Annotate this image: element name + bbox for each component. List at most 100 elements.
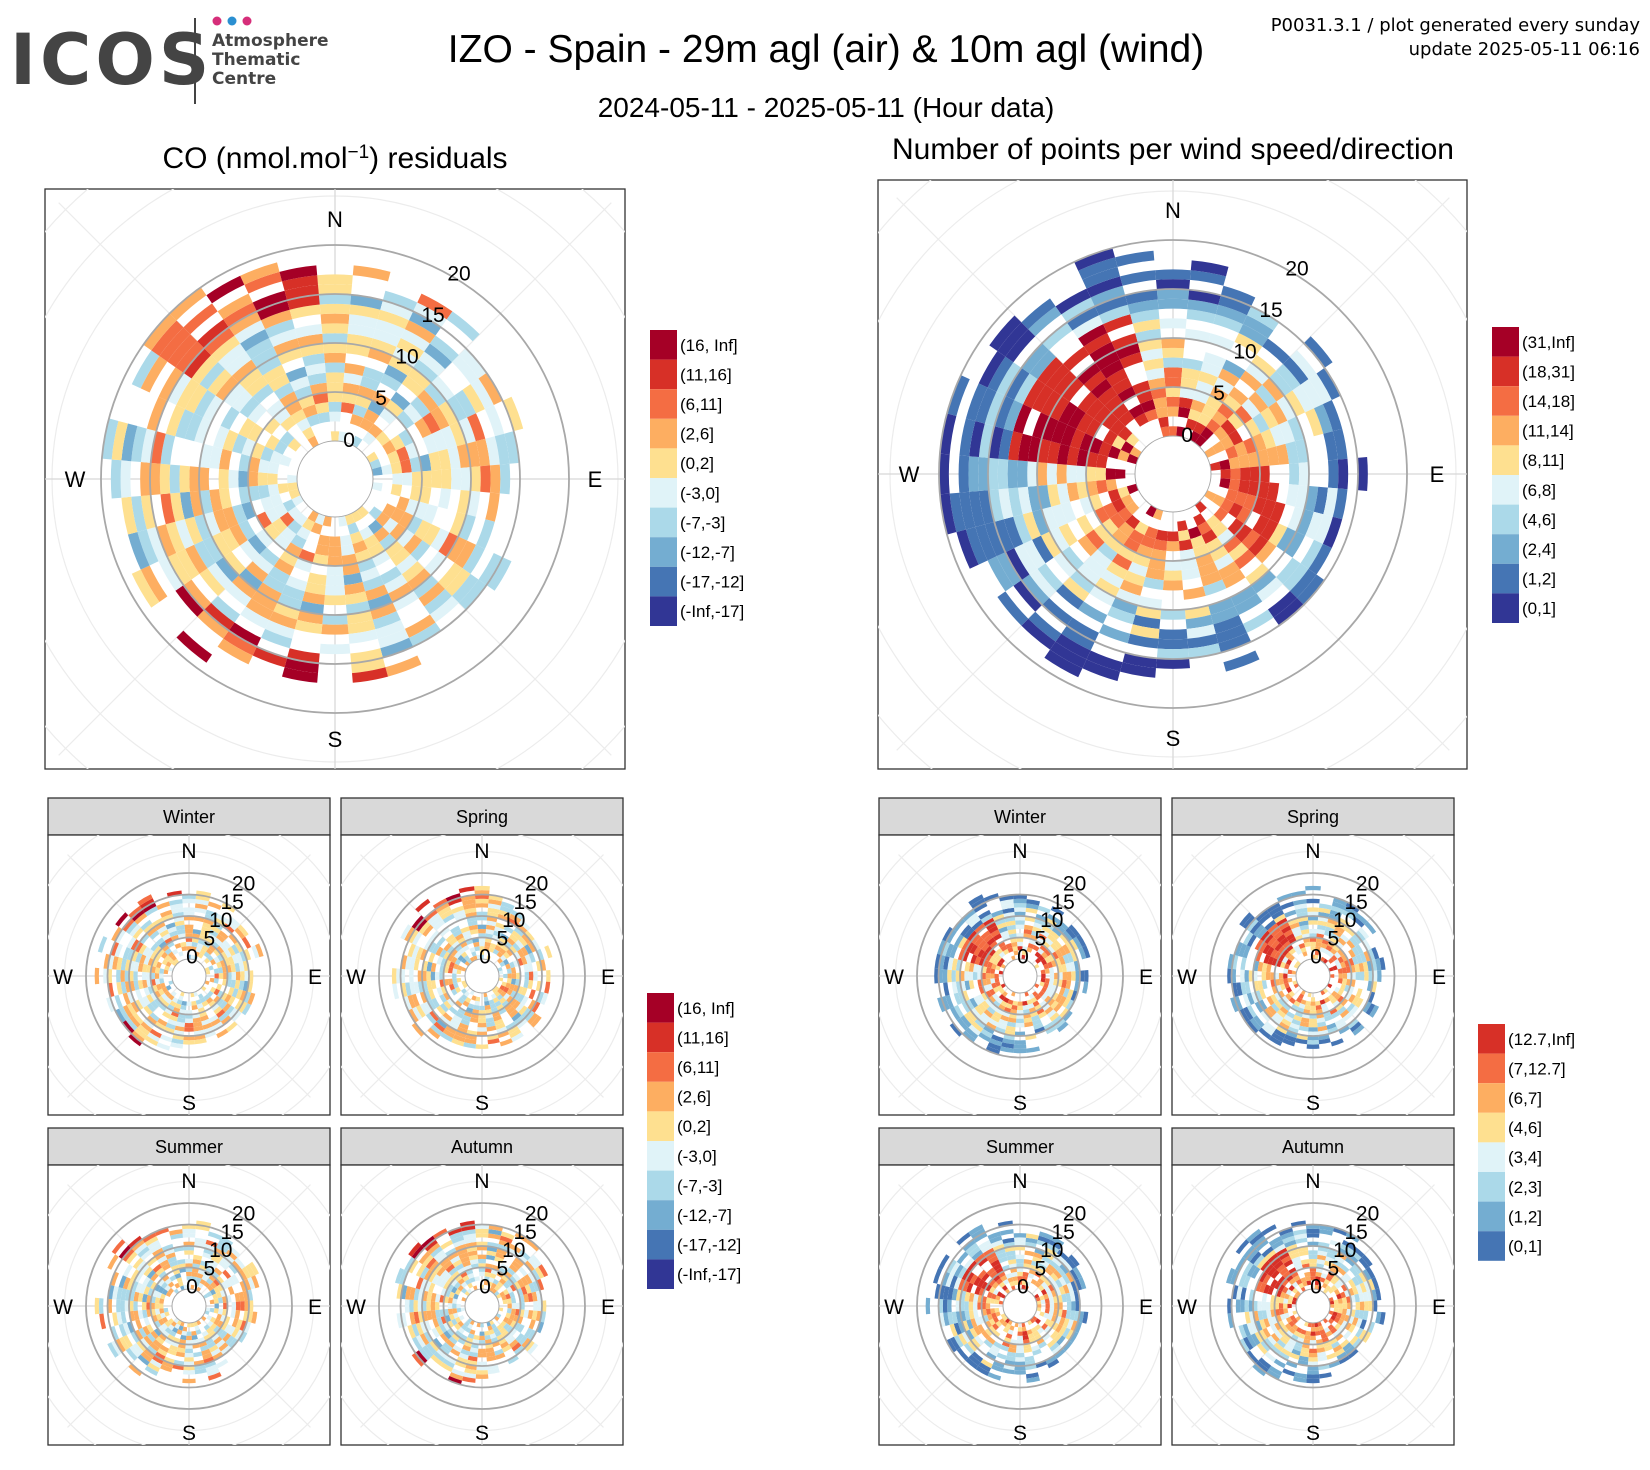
data-cell [452, 968, 458, 974]
data-cell [167, 1324, 175, 1331]
data-cell [524, 930, 535, 942]
data-cell [1244, 418, 1261, 438]
data-cell [142, 963, 148, 973]
data-cell [409, 485, 422, 502]
radial-tick-label: 10 [209, 1239, 232, 1262]
data-cell [521, 1337, 532, 1349]
data-cell [1349, 1021, 1362, 1033]
data-cell [135, 1282, 143, 1293]
data-cell [213, 1308, 219, 1314]
data-cell [218, 973, 224, 979]
data-cell [235, 989, 243, 1000]
data-cell [120, 1288, 127, 1301]
data-cell [131, 350, 160, 389]
data-cell [448, 1267, 458, 1276]
grid-ring [464, 1288, 500, 1324]
data-cell [171, 948, 179, 955]
data-cell [988, 925, 999, 934]
data-cell [1354, 912, 1368, 925]
data-cell [184, 1258, 194, 1264]
data-cell [1273, 1012, 1284, 1022]
data-cell [268, 566, 290, 585]
data-cell [477, 1027, 487, 1032]
data-cell [1294, 934, 1303, 942]
data-cell [116, 1312, 123, 1325]
data-cell [1294, 1010, 1303, 1018]
data-cell [1359, 952, 1367, 963]
data-cell [1041, 1288, 1048, 1296]
grid-spoke [67, 1184, 178, 1295]
data-cell [1263, 1263, 1274, 1275]
data-cell [442, 1358, 455, 1369]
legend-key [1492, 504, 1519, 535]
data-cell [1125, 501, 1140, 515]
points-seasonal-legend: (12.7,Inf](7,12.7](6,7](4,6](3,4](2,3](1… [1478, 1024, 1575, 1261]
data-cell [502, 1299, 508, 1305]
data-cell [341, 392, 358, 405]
data-cell [988, 1325, 996, 1334]
data-cell [486, 557, 512, 591]
data-cell [1242, 1275, 1251, 1289]
data-cell [1240, 1299, 1245, 1313]
data-cell [449, 511, 467, 537]
data-cell [509, 961, 515, 969]
data-cell [520, 1276, 529, 1287]
data-cell [1070, 428, 1086, 449]
data-cell [203, 511, 221, 537]
data-cell [390, 434, 405, 451]
data-cell [1238, 1324, 1247, 1339]
data-cell [128, 905, 143, 919]
data-cell [238, 470, 249, 488]
data-cell [524, 944, 533, 955]
data-cell [1041, 958, 1048, 966]
data-cell [511, 1032, 524, 1043]
data-cell [325, 575, 345, 586]
data-cell [267, 484, 280, 497]
data-cell [512, 1272, 521, 1282]
data-cell [443, 1322, 451, 1331]
data-cell [282, 499, 296, 512]
data-cell [1351, 1276, 1360, 1287]
data-cell [532, 1280, 540, 1292]
data-cell [461, 988, 467, 995]
data-cell [1351, 1286, 1359, 1295]
data-cell [1187, 299, 1219, 315]
data-cell [958, 455, 970, 493]
data-cell [459, 1271, 468, 1278]
data-cell [180, 1334, 187, 1341]
data-cell [1298, 1333, 1306, 1339]
data-cell [207, 1372, 222, 1381]
data-cell [1242, 315, 1274, 339]
data-cell [1022, 1330, 1028, 1336]
data-cell [369, 458, 382, 470]
data-cell [469, 1259, 479, 1265]
data-cell [307, 435, 319, 448]
data-cell [496, 994, 504, 1001]
data-cell [1256, 577, 1283, 602]
data-cell [1043, 1021, 1055, 1031]
data-cell [1337, 1006, 1347, 1015]
data-cell [1031, 930, 1040, 938]
data-cell [1293, 1229, 1307, 1236]
data-cell [1021, 618, 1056, 650]
compass-n: N [1305, 840, 1320, 863]
data-cell [1335, 1333, 1344, 1342]
data-cell [494, 1256, 504, 1264]
data-cell [1023, 379, 1046, 409]
data-cell [494, 945, 502, 952]
data-cell [262, 574, 286, 594]
data-cell [169, 1330, 177, 1337]
data-cell [1283, 973, 1288, 979]
data-cell [1260, 1010, 1271, 1022]
data-cell [452, 1308, 458, 1314]
data-cell [1181, 567, 1201, 581]
data-cell [1222, 394, 1242, 413]
data-cell [527, 999, 537, 1011]
data-cell [497, 988, 503, 995]
data-cell [1099, 623, 1131, 644]
data-cell [131, 909, 145, 922]
data-cell [125, 1017, 138, 1031]
data-cell [400, 924, 412, 940]
data-cell [1288, 948, 1296, 955]
data-cell [458, 1022, 469, 1030]
